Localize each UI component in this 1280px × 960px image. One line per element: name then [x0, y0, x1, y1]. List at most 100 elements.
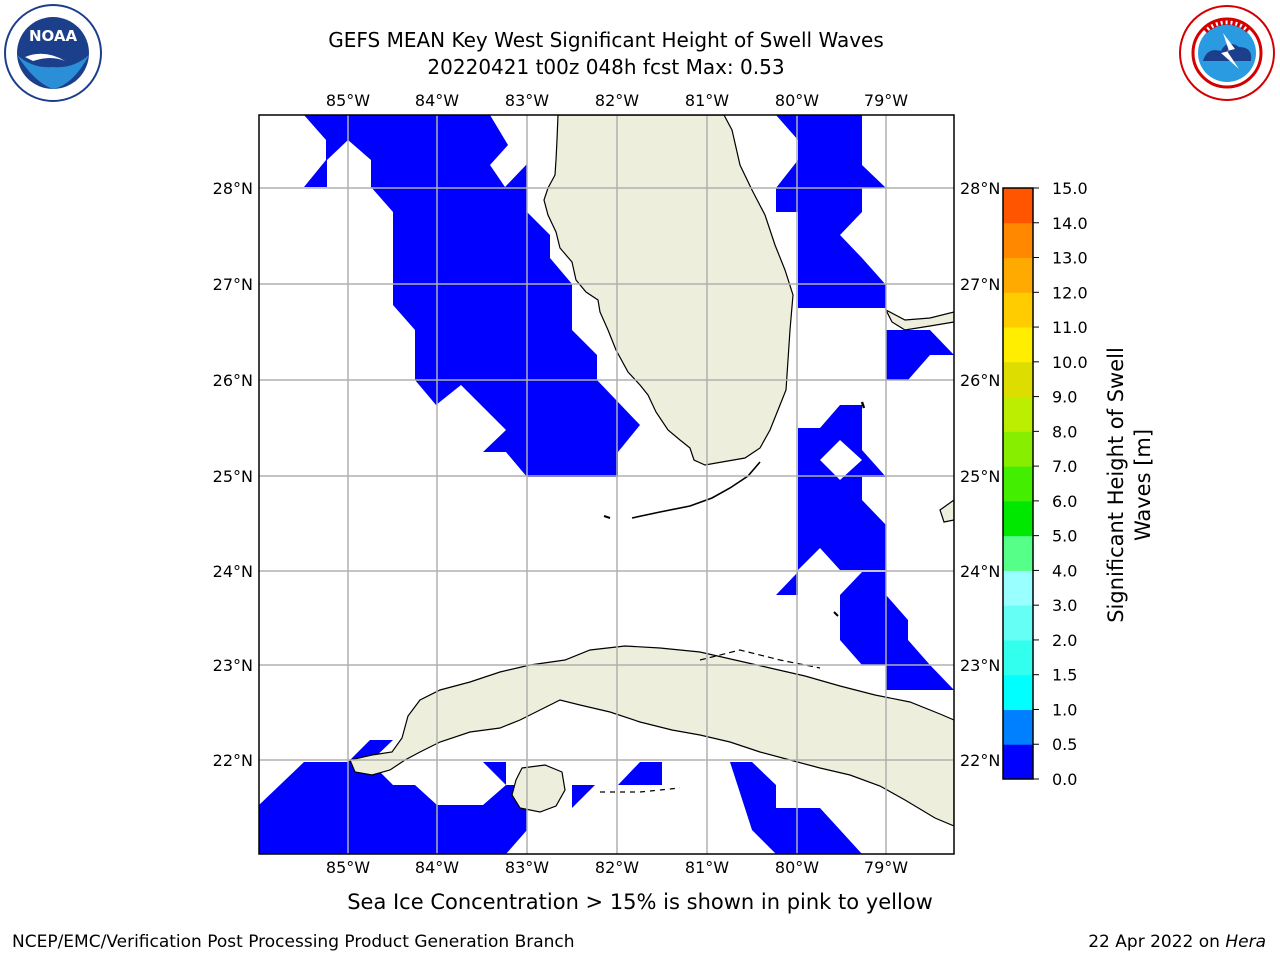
lat-label: 22°N — [213, 751, 253, 770]
lon-label: 83°W — [505, 858, 549, 877]
footer-org: NCEP/EMC/Verification Post Processing Pr… — [12, 932, 575, 952]
lat-label: 22°N — [960, 751, 1000, 770]
swell-area-bahamas — [886, 330, 954, 380]
lon-label: 82°W — [595, 858, 639, 877]
colorbar — [1003, 188, 1033, 780]
colorbar-label-line1: Significant Height of Swell — [1104, 347, 1128, 623]
colorbar-tick-label: 2.0 — [1052, 631, 1077, 650]
lat-label: 28°N — [960, 179, 1000, 198]
colorbar-segment — [1003, 431, 1033, 467]
lon-label: 82°W — [595, 91, 639, 110]
swell-area-south-cuba-east — [730, 762, 862, 854]
cuba-land — [349, 645, 954, 827]
lat-label: 23°N — [960, 656, 1000, 675]
swell-area-gulf — [304, 115, 640, 477]
colorbar-segment — [1003, 188, 1033, 224]
colorbar-segment — [1003, 327, 1033, 363]
florida-land — [543, 115, 794, 466]
colorbar-tick-label: 0.5 — [1052, 735, 1077, 754]
lat-label: 28°N — [213, 179, 253, 198]
isla-juventud-land — [511, 764, 566, 813]
bahamas-land — [884, 308, 954, 331]
colorbar-segment — [1003, 674, 1033, 710]
colorbar-segment — [1003, 744, 1033, 780]
chart-title: GEFS MEAN Key West Significant Height of… — [328, 28, 884, 52]
colorbar-ticks: 0.0 0.5 1.0 1.5 2.0 3.0 4.0 5.0 6.0 7.0 8.0 9.0 10.0… — [1033, 179, 1088, 789]
map-area — [259, 115, 954, 854]
lat-label: 25°N — [960, 467, 1000, 486]
lat-label: 24°N — [960, 562, 1000, 581]
lon-label: 85°W — [326, 858, 370, 877]
swell-area-south-cuba-mid — [572, 785, 595, 808]
colorbar-segment — [1003, 709, 1033, 745]
lat-label: 25°N — [213, 467, 253, 486]
map-frame — [258, 114, 955, 855]
colorbar-tick-label: 13.0 — [1052, 249, 1088, 268]
colorbar-tick-label: 8.0 — [1052, 422, 1077, 441]
colorbar-segment — [1003, 292, 1033, 328]
lon-labels-bottom: 85°W 84°W 83°W 82°W 81°W 80°W 79°W — [326, 858, 908, 877]
colorbar-tick-label: 7.0 — [1052, 457, 1077, 476]
lon-label: 79°W — [864, 858, 908, 877]
footer-date: 22 Apr 2022 on Hera — [1088, 932, 1266, 952]
footer-date-text: 22 Apr 2022 on — [1088, 932, 1226, 952]
lat-labels-right: 28°N 27°N 26°N 25°N 24°N 23°N 22°N — [960, 179, 1000, 770]
colorbar-tick-label: 1.0 — [1052, 700, 1077, 719]
lat-label: 24°N — [213, 562, 253, 581]
lon-label: 85°W — [326, 91, 370, 110]
colorbar-segment — [1003, 466, 1033, 502]
colorbar-tick-label: 14.0 — [1052, 214, 1088, 233]
lon-label: 83°W — [505, 91, 549, 110]
colorbar-tick-label: 9.0 — [1052, 388, 1077, 407]
lat-label: 23°N — [213, 656, 253, 675]
colorbar-tick-label: 12.0 — [1052, 283, 1088, 302]
lat-label: 27°N — [960, 275, 1000, 294]
sea-ice-note: Sea Ice Concentration > 15% is shown in … — [347, 890, 933, 914]
colorbar-segment — [1003, 222, 1033, 259]
lon-label: 81°W — [685, 91, 729, 110]
colorbar-segment — [1003, 257, 1033, 293]
lon-label: 79°W — [864, 91, 908, 110]
colorbar-tick-label: 1.5 — [1052, 666, 1077, 685]
lon-label: 84°W — [415, 91, 459, 110]
swell-area-north-cuba — [840, 572, 954, 690]
lon-label: 80°W — [775, 858, 819, 877]
nws-logo — [1177, 3, 1277, 103]
gridlines — [259, 115, 954, 854]
colorbar-tick-label: 15.0 — [1052, 179, 1088, 198]
colorbar-segment — [1003, 535, 1033, 571]
lat-label: 27°N — [213, 275, 253, 294]
colorbar-frame — [1002, 187, 1034, 780]
lat-labels-left: 28°N 27°N 26°N 25°N 24°N 23°N 22°N — [213, 179, 253, 770]
colorbar-tick-label: 6.0 — [1052, 492, 1077, 511]
swell-area-south-cuba-west — [259, 740, 527, 854]
colorbar-segment — [1003, 605, 1033, 641]
colorbar-label-line2: Waves [m] — [1131, 429, 1155, 541]
swell-area-straits-small — [776, 572, 798, 595]
colorbar-tick-label: 0.0 — [1052, 770, 1077, 789]
footer-host: Hera — [1225, 932, 1266, 952]
chart-subtitle: 20220421 t00z 048h fcst Max: 0.53 — [427, 55, 785, 79]
colorbar-segment — [1003, 500, 1033, 537]
swell-area-south-cuba-mid2 — [618, 762, 662, 785]
colorbar-tick-label: 5.0 — [1052, 527, 1077, 546]
colorbar-segment — [1003, 570, 1033, 606]
swell-area-atlantic-north — [776, 115, 886, 308]
lon-label: 84°W — [415, 858, 459, 877]
lat-label: 26°N — [960, 371, 1000, 390]
colorbar-segment — [1003, 396, 1033, 432]
colorbar-tick-label: 10.0 — [1052, 353, 1088, 372]
swell-area-straits — [798, 405, 886, 570]
colorbar-segment — [1003, 361, 1033, 398]
swell-field — [259, 115, 954, 854]
colorbar-tick-label: 4.0 — [1052, 561, 1077, 580]
colorbar-tick-label: 3.0 — [1052, 596, 1077, 615]
lon-labels-top: 85°W 84°W 83°W 82°W 81°W 80°W 79°W — [326, 91, 908, 110]
colorbar-tick-label: 11.0 — [1052, 318, 1088, 337]
lon-label: 80°W — [775, 91, 819, 110]
lat-label: 26°N — [213, 371, 253, 390]
noaa-logo: NOAA — [3, 3, 103, 103]
noaa-logo-text: NOAA — [29, 27, 78, 45]
colorbar-segment — [1003, 639, 1033, 676]
